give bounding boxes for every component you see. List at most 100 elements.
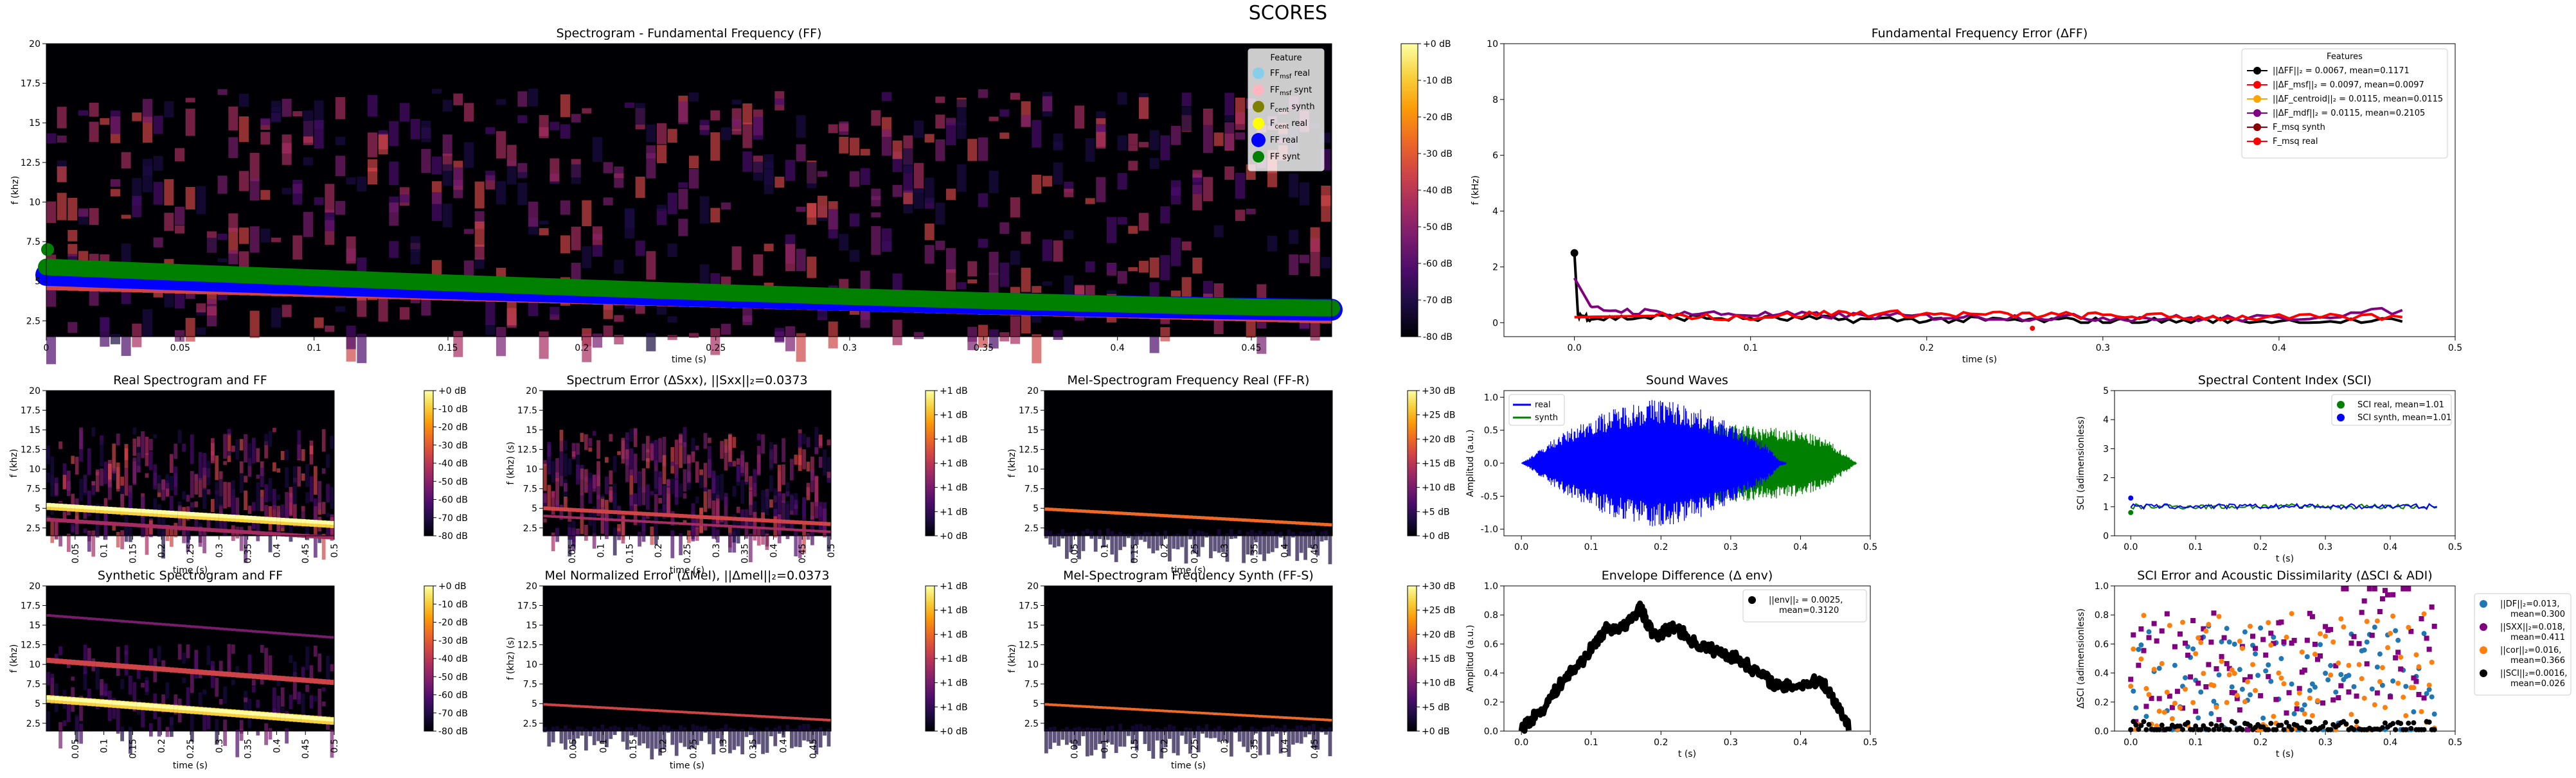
harmonic-band — [1192, 515, 1197, 519]
spectrogram-cell — [564, 482, 568, 492]
harmonic-band — [1204, 516, 1210, 520]
harmonic-band — [588, 517, 593, 520]
spectrogram-cell — [54, 477, 58, 497]
harmonic-band — [54, 503, 59, 508]
spectrogram-cell — [609, 486, 613, 503]
y-tick-label: 10 — [29, 464, 40, 475]
spectrogram-cell — [646, 145, 656, 159]
spectrogram-cell — [1077, 535, 1081, 560]
harmonic-band — [50, 518, 55, 522]
y-axis-label: f (khz) — [1007, 644, 1017, 673]
harmonic-band — [124, 664, 129, 669]
harmonic-band — [149, 703, 154, 708]
x-tick-label: 0.1 — [598, 739, 609, 753]
harmonic-band — [46, 695, 51, 700]
harmonic-band — [761, 518, 766, 523]
spectrogram-cell — [227, 451, 231, 456]
harmonic-band — [1118, 511, 1123, 515]
spectrogram-cell — [1065, 533, 1069, 559]
ff-error-outlier — [2030, 325, 2035, 331]
spectrogram-cell — [810, 729, 814, 744]
spectrogram-cell — [614, 315, 624, 322]
y-tick-label: 17.5 — [517, 406, 537, 416]
harmonic-band — [1299, 717, 1304, 720]
spectrogram-cell — [247, 506, 252, 514]
harmonic-band — [1077, 705, 1082, 708]
spectrogram-cell — [100, 317, 110, 347]
scatter-point-cor — [2309, 712, 2315, 718]
spectrogram-cell — [89, 208, 99, 225]
x-tick-label: 0.35 — [1250, 739, 1260, 759]
spectrogram-cell — [882, 92, 891, 102]
scatter-point-DF — [2338, 672, 2344, 678]
spectrogram-cell — [603, 197, 613, 206]
harmonic-band — [268, 531, 273, 536]
harmonic-band — [753, 518, 758, 522]
scatter-point-SXX — [2398, 666, 2404, 672]
spectrogram-cell — [442, 100, 452, 112]
spectrogram-cell — [774, 328, 785, 343]
scatter-point-cor — [2356, 662, 2362, 667]
spectrogram-cell — [806, 533, 810, 540]
plot-title: Spectral Content Index (SCI) — [2198, 373, 2372, 387]
harmonic-band — [674, 522, 679, 525]
harmonic-band — [79, 505, 84, 509]
spectrogram-cell — [305, 464, 309, 487]
spectrogram-cell — [239, 461, 244, 473]
spectrogram-cell — [111, 333, 120, 344]
scatter-point-SXX — [2333, 663, 2339, 669]
plot-title: Spectrum Error (ΔSxx), ||Sxx||₂=0.0373 — [566, 373, 807, 387]
harmonic-band — [773, 716, 778, 719]
spectrogram-cell — [141, 703, 145, 728]
harmonic-band — [1102, 510, 1107, 514]
spectrogram-cell — [818, 506, 823, 517]
harmonic-band — [744, 517, 749, 522]
harmonic-band — [1044, 507, 1049, 511]
legend-label: ||env||₂ = 0.0025, — [1769, 596, 1843, 605]
spectrogram-cell — [695, 516, 699, 529]
spectrogram-cell — [658, 727, 662, 756]
legend-label-line2: mean=0.026 — [2510, 679, 2565, 689]
figure-title: SCORES — [1249, 2, 1327, 24]
spectrogram-cell — [827, 476, 831, 483]
x-tick-label: 0.5 — [330, 544, 340, 558]
harmonic-band — [309, 716, 314, 720]
harmonic-band — [141, 665, 146, 671]
scatter-point-SXX — [2323, 624, 2329, 630]
harmonic-band — [1093, 705, 1098, 709]
spectrogram-cell — [1085, 138, 1095, 162]
y-tick-label: 7.5 — [26, 484, 40, 495]
harmonic-band — [129, 508, 133, 512]
spectrogram-cell — [666, 493, 670, 516]
harmonic-band — [67, 284, 79, 291]
spectrogram-cell — [170, 454, 174, 473]
scatter-point-cor — [2193, 651, 2199, 657]
harmonic-band — [231, 672, 236, 678]
harmonic-band — [103, 662, 109, 667]
spectrogram-cell — [75, 515, 79, 535]
harmonic-band — [756, 518, 762, 522]
spectrogram-cell — [818, 438, 823, 448]
harmonic-band — [71, 519, 76, 524]
harmonic-band — [136, 508, 141, 513]
colorbar-tick-label: -70 dB — [438, 513, 468, 524]
harmonic-band — [782, 519, 787, 524]
spectrogram-cell — [174, 466, 178, 495]
scatter-point-DF — [2390, 678, 2396, 684]
scatter-point-SXX — [2299, 669, 2305, 675]
spectrogram-cell — [335, 97, 345, 119]
spectrogram-cell — [802, 524, 806, 554]
harmonic-band — [326, 520, 331, 525]
spectrogram-cell — [1171, 125, 1181, 145]
harmonic-band — [1233, 518, 1239, 522]
scatter-point-cor — [2266, 620, 2271, 626]
harmonic-band — [670, 513, 675, 518]
spectrogram-cell — [1160, 206, 1170, 224]
scatter-point-SCI — [2323, 720, 2329, 725]
harmonic-band — [67, 659, 71, 665]
spectrogram-cell — [506, 145, 517, 166]
spectrogram-cell — [785, 491, 790, 497]
legend-marker — [2337, 414, 2345, 421]
harmonic-band — [728, 517, 733, 521]
spectrogram-cell — [186, 687, 190, 714]
